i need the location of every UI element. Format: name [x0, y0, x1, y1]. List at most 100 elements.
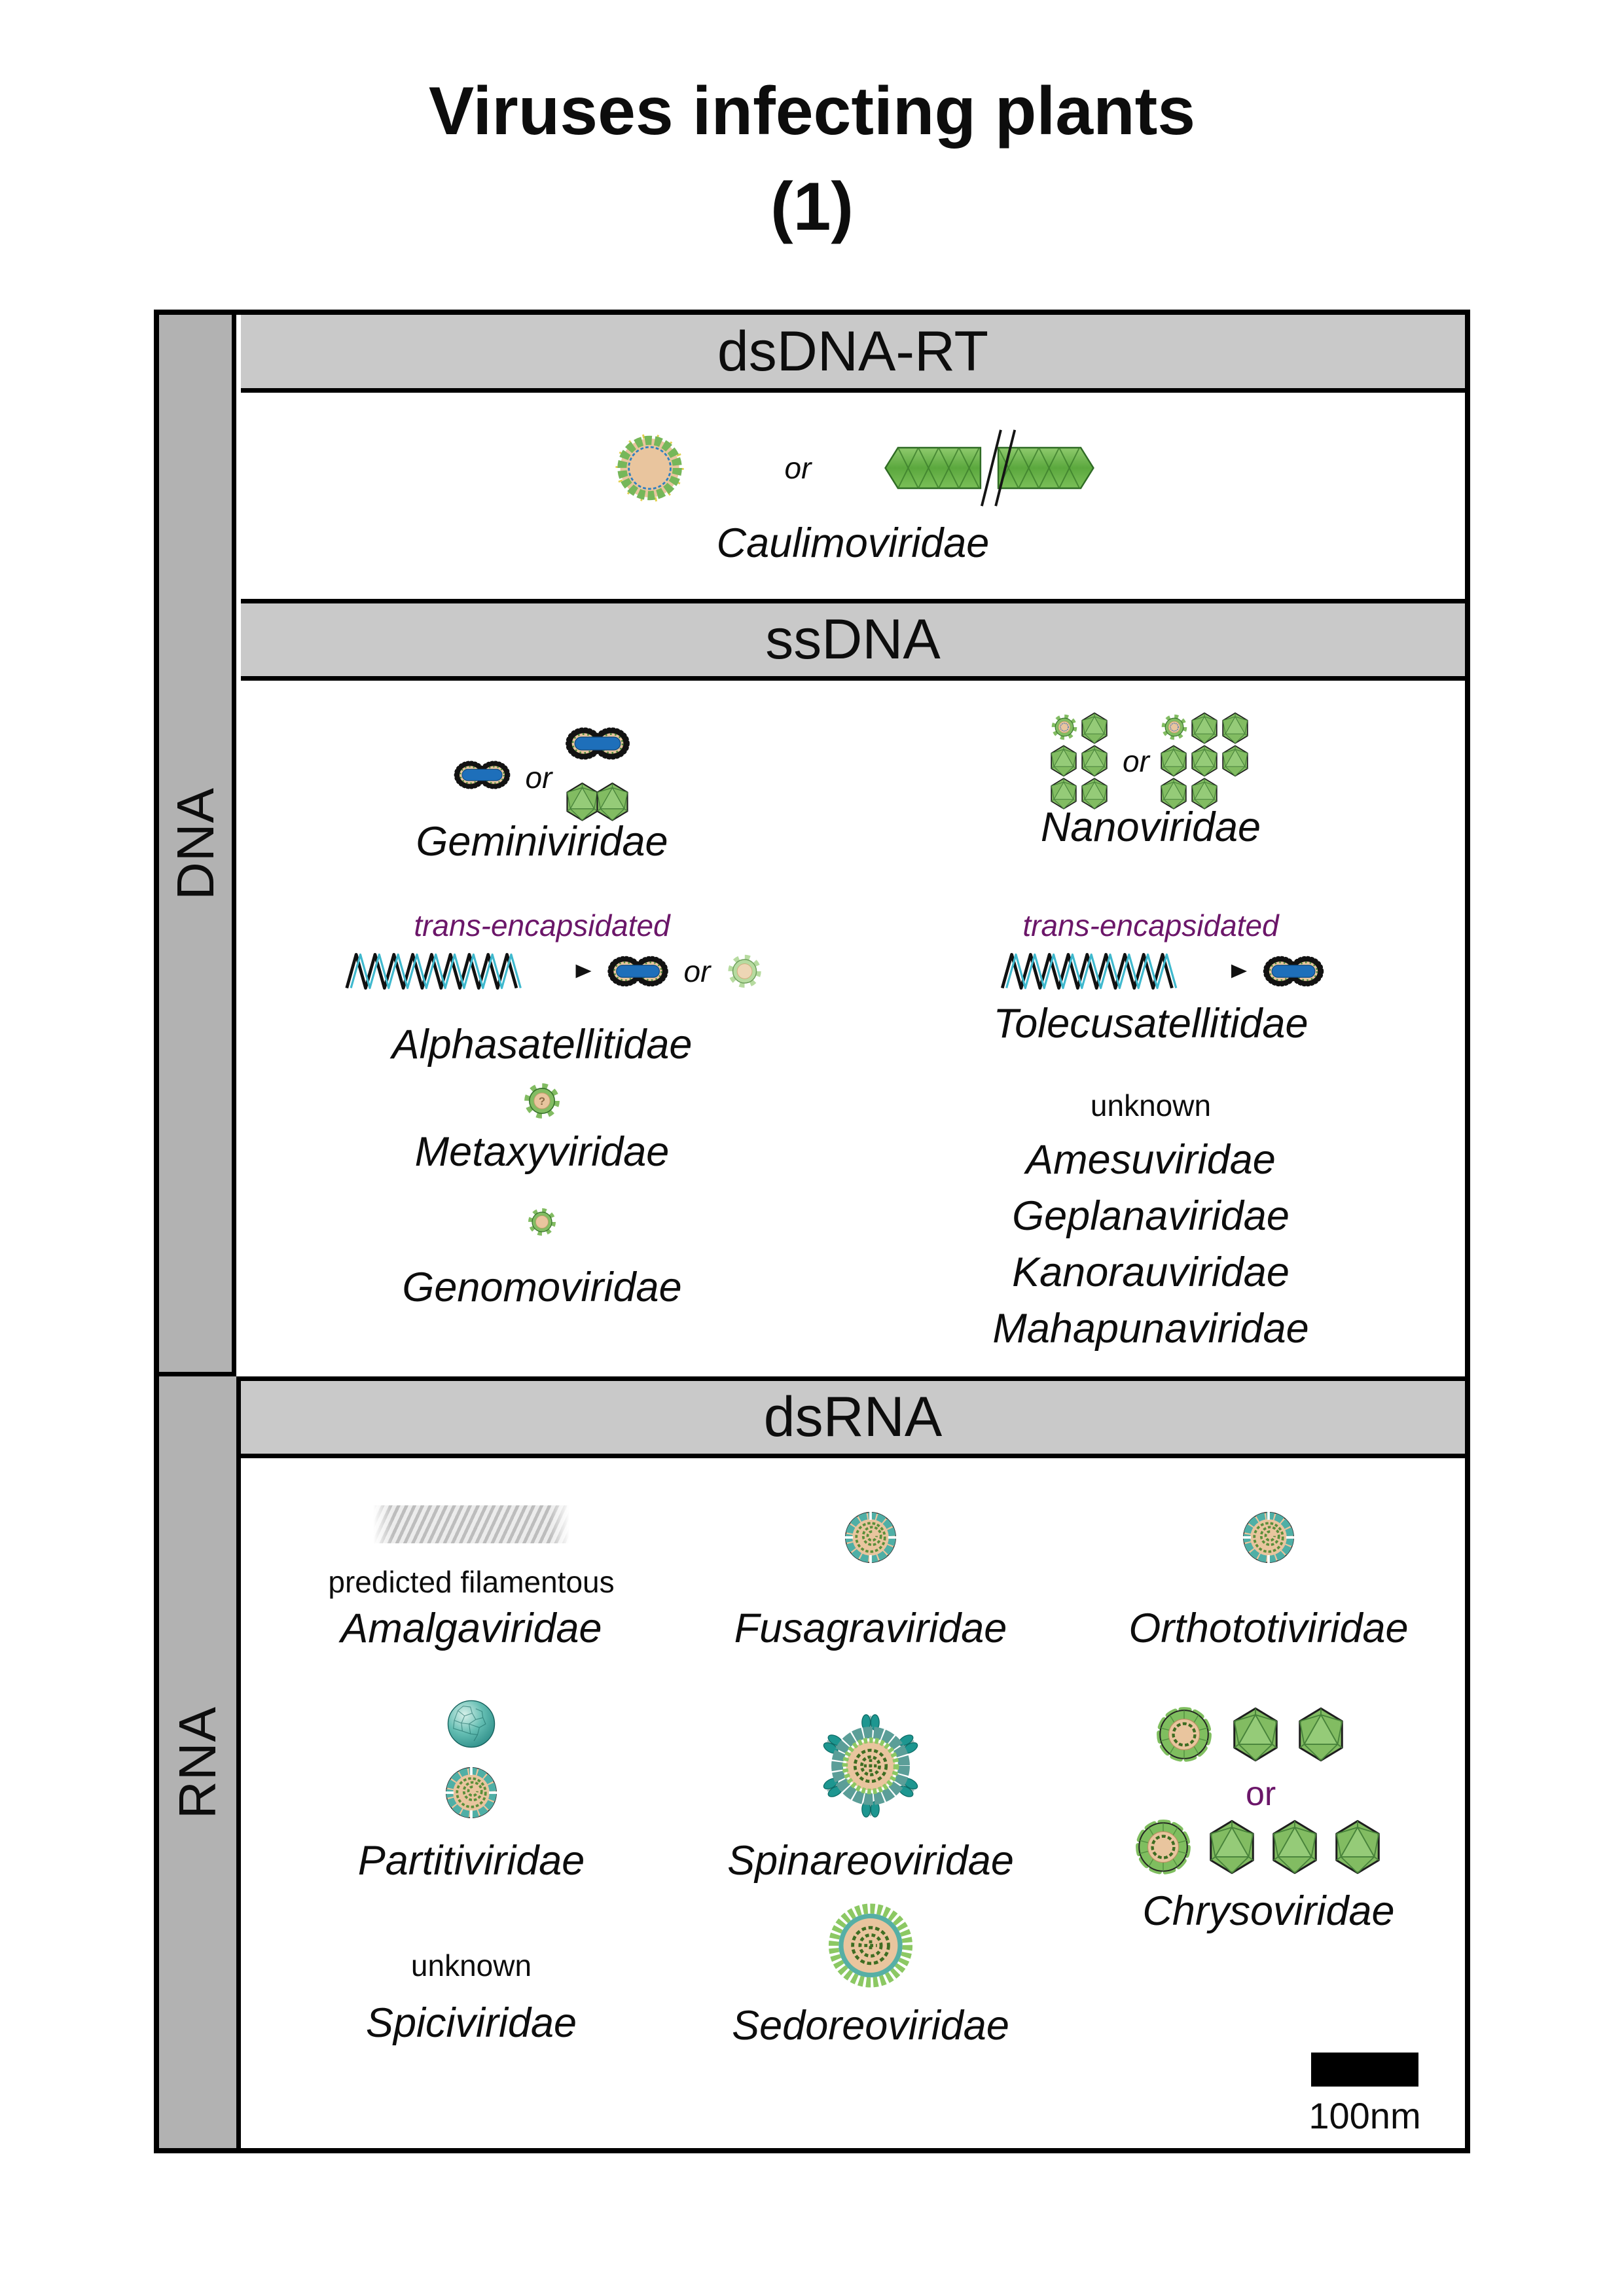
family-label-geplanaviridae: Geplanaviridae [1012, 1193, 1290, 1239]
caulimovirus-icosahedral-icon [610, 428, 690, 508]
family-label-spiciviridae: Spiciviridae [365, 2000, 577, 2046]
icosahedron-icon [1190, 712, 1219, 744]
nano-cluster-a [1049, 712, 1110, 810]
arrow-icon [1229, 961, 1249, 981]
sidebar-rna-label: RNA [168, 1706, 226, 1819]
dsrna-column-a: predicted filamentous Amalgaviridae Part… [275, 1458, 668, 2148]
geminate-capsid-icon [452, 756, 513, 794]
caulimoviridae-icon-row: or [610, 427, 1096, 509]
scale-bar-label: 100nm [1308, 2095, 1421, 2136]
family-label-metaxyviridae: Metaxyviridae [414, 1129, 670, 1175]
ssdna-left-column: or Geminiviridae trans-encapsidated or A… [313, 681, 771, 1376]
section-header-dsdna-rt-label: dsDNA-RT [717, 319, 989, 383]
section-header-dsdna-rt: dsDNA-RT [241, 315, 1465, 393]
nano-cluster-b [1159, 712, 1251, 810]
partitivirus-sphere-icon [444, 1697, 498, 1751]
family-label-sedoreoviridae: Sedoreoviridae [732, 2003, 1009, 2049]
or-text: or [1246, 1775, 1276, 1813]
geminate-capsid-icon [605, 951, 671, 992]
family-label-alphasatellitidae: Alphasatellitidae [391, 1022, 693, 1067]
unknown-heading: unknown [1090, 1088, 1212, 1122]
section-dsrna-content: predicted filamentous Amalgaviridae Part… [241, 1458, 1465, 2148]
icosahedron-icon [1159, 745, 1188, 777]
icosahedron-icon [1221, 745, 1250, 777]
satellite-capsid-icon [526, 1206, 558, 1238]
satellite-capsid-icon [1049, 712, 1079, 742]
family-label-mahapunaviridae: Mahapunaviridae [992, 1306, 1309, 1352]
family-label-fusagraviridae: Fusagraviridae [734, 1605, 1007, 1651]
cross-section-capsid-icon [442, 1763, 501, 1822]
tolecusatellitidae-icon-row [975, 950, 1326, 992]
arrow-icon [574, 961, 594, 981]
unknown-heading: unknown [410, 1948, 532, 1982]
family-label-partitiviridae: Partitiviridae [357, 1838, 585, 1884]
nanoviridae-icon-cluster: or [1049, 712, 1252, 810]
icosahedron-icon [1231, 1707, 1280, 1762]
predicted-filamentous-note: predicted filamentous [328, 1565, 615, 1599]
turreted-reovirus-icon [815, 1710, 926, 1821]
icosahedron-icon [1080, 745, 1109, 777]
question-mark-glyph: ? [539, 1095, 545, 1107]
icosahedron-icon [1221, 712, 1250, 744]
icosahedron-icon [595, 782, 630, 821]
trans-encapsidated-note: trans-encapsidated [1022, 908, 1279, 942]
chrysovirus-round-icon [1132, 1816, 1194, 1878]
family-label-orthototiviridae: Orthototiviridae [1128, 1605, 1409, 1651]
twin-icosahedra-icon [565, 782, 630, 821]
taxonomy-table: DNA RNA dsDNA-RT or Caulimoviridae ssDNA [154, 310, 1470, 2153]
sidebar-dna-label: DNA [166, 787, 225, 900]
unknown-capsid-icon: ? [524, 1083, 560, 1119]
geminate-capsid-icon [564, 722, 632, 765]
chryso-row-1 [1153, 1704, 1346, 1765]
icosahedron-icon [1049, 745, 1078, 777]
family-label-chrysoviridae: Chrysoviridae [1142, 1888, 1395, 1934]
geminiviridae-icon-cluster: or [452, 717, 632, 821]
or-text: or [1123, 744, 1149, 778]
family-label-genomoviridae: Genomoviridae [402, 1265, 682, 1310]
section-header-ssdna-label: ssDNA [765, 608, 941, 671]
table-main-column: dsDNA-RT or Caulimoviridae ssDNA or [241, 315, 1465, 2148]
icosahedron-icon [1270, 1820, 1320, 1874]
family-label-spinareoviridae: Spinareoviridae [727, 1838, 1014, 1884]
chrysovirus-round-icon [1153, 1704, 1215, 1765]
dsrna-column-c: Orthototiviridae or Chrysovir [1066, 1458, 1471, 2148]
icosahedron-icon [1080, 712, 1109, 744]
icosahedron-icon [1207, 1820, 1257, 1874]
icosahedron-icon [1333, 1820, 1382, 1874]
family-label-tolecusatellitidae: Tolecusatellitidae [993, 1001, 1308, 1047]
chrysoviridae-icon-cluster: or [1111, 1704, 1426, 1900]
dsrna-column-b: Fusagraviridae Spinareoviridae Sedoreovi… [674, 1458, 1067, 2148]
family-label-kanorauviridae: Kanorauviridae [1012, 1249, 1290, 1295]
ssdna-right-column: or Nanoviridae trans-encapsidated [922, 681, 1380, 1376]
section-header-dsrna: dsRNA [241, 1376, 1465, 1458]
family-label-amalgaviridae: Amalgaviridae [340, 1605, 602, 1651]
satellite-capsid-icon [1159, 712, 1189, 742]
scale-bar-icon [1311, 2053, 1418, 2087]
sidebar-dna: DNA [159, 315, 236, 1376]
chryso-row-2 [1132, 1816, 1382, 1878]
family-label-amesuviridae: Amesuviridae [1026, 1137, 1276, 1183]
icosahedron-icon [1190, 745, 1219, 777]
trans-encapsidated-note: trans-encapsidated [414, 908, 670, 942]
sidebar-rna: RNA [159, 1376, 241, 2148]
or-text: or [525, 761, 552, 795]
cross-section-capsid-icon [1239, 1508, 1298, 1567]
ssdna-zigzag-icon [975, 950, 1203, 992]
or-text: or [784, 451, 812, 485]
section-dsdna-rt-content: or Caulimoviridae [241, 393, 1465, 599]
section-header-ssdna: ssDNA [241, 599, 1465, 681]
alphasatellitidae-icon-row: or [320, 950, 765, 992]
page-title-line1: Viruses infecting plants [428, 73, 1196, 149]
or-text: or [683, 954, 711, 988]
filamentous-hatch-icon [373, 1505, 569, 1543]
page-title: Viruses infecting plants (1) [0, 77, 1624, 241]
section-header-dsrna-label: dsRNA [763, 1386, 943, 1448]
satellite-capsid-icon [725, 952, 764, 991]
section-ssdna-content: or Geminiviridae trans-encapsidated or A… [241, 681, 1465, 1376]
caulimovirus-bacilliform-icon [880, 427, 1096, 509]
sedoreovirus-icon [823, 1898, 918, 1993]
family-label-geminiviridae: Geminiviridae [416, 819, 668, 865]
page-title-line2: (1) [770, 169, 854, 245]
family-label-nanoviridae: Nanoviridae [1040, 804, 1261, 850]
geminate-capsid-icon [1261, 951, 1326, 992]
